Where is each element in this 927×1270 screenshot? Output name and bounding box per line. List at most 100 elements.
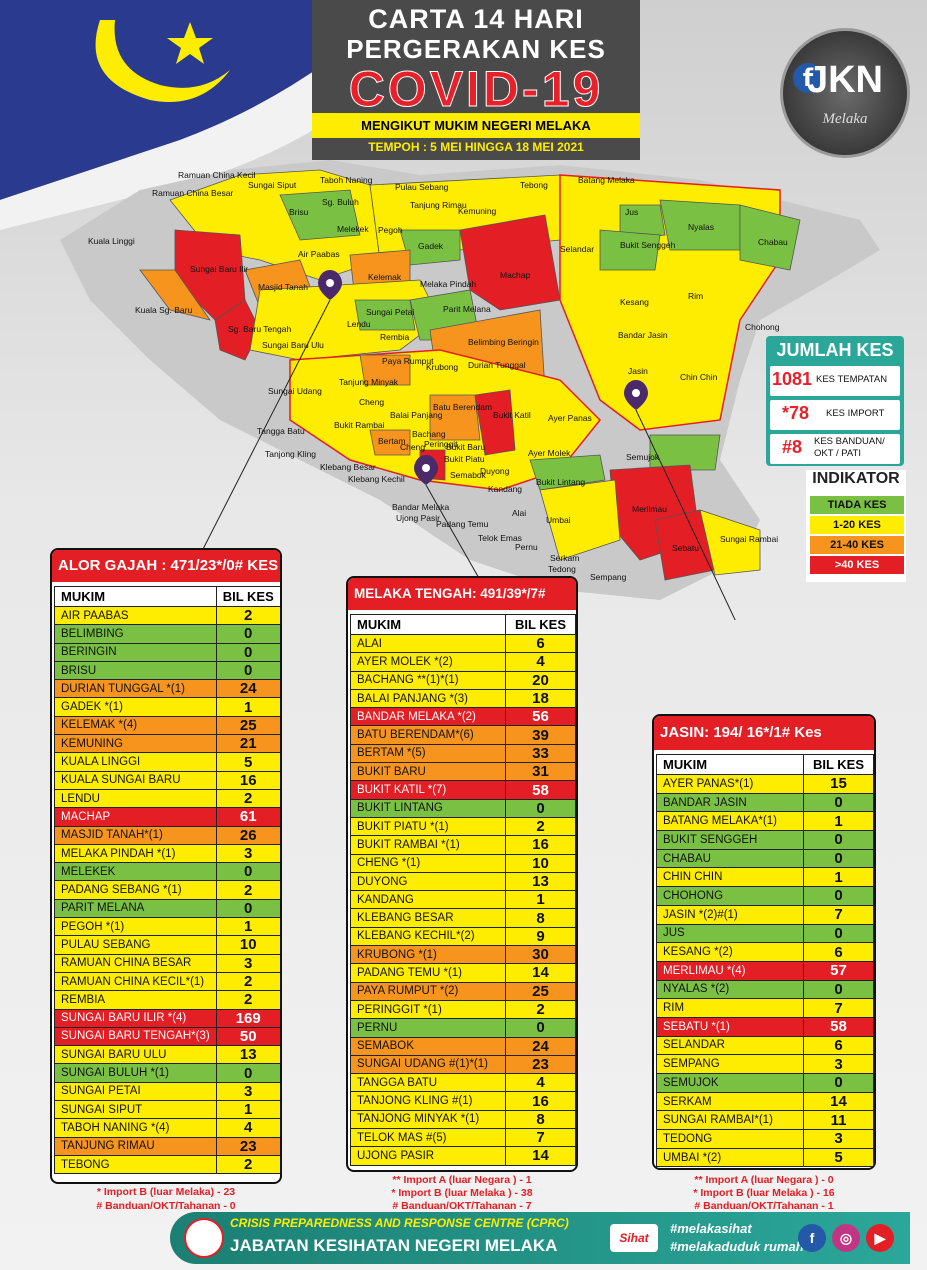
bil-kes-value: 2 [215, 1154, 280, 1175]
table-row: GADEK *(1) 1 [54, 697, 280, 717]
col-bil-kes: BIL KES [803, 754, 874, 775]
table-row: MACHAP 61 [54, 807, 280, 827]
mukim-name: SEMABOK [350, 1036, 506, 1056]
region-paya-rumput [359, 354, 411, 386]
cprc-logo-icon [184, 1218, 224, 1258]
mukim-name: BALAI PANJANG *(3) [350, 688, 506, 709]
bil-kes-value: 3 [215, 843, 280, 864]
mukim-name: SEMPANG [656, 1054, 804, 1074]
mukim-name: GADEK *(1) [54, 697, 217, 717]
mukim-name: JASIN *(2)#(1) [656, 904, 804, 925]
youtube-icon[interactable]: ▶ [866, 1224, 894, 1252]
bil-kes-value: 0 [803, 1073, 874, 1093]
map-label: Peringgit [424, 439, 458, 449]
bil-kes-value: 0 [215, 660, 280, 681]
table-row: AIR PAABAS 2 [54, 605, 280, 626]
bil-kes-value: 16 [505, 835, 576, 855]
bil-kes-value: 7 [505, 1128, 576, 1148]
table-row: MELEKEK 0 [54, 862, 280, 882]
region-ayer-molek [529, 454, 606, 491]
legend-21-40: 21-40 KES [810, 536, 904, 554]
map-label: Sempang [590, 572, 627, 582]
mukim-name: UMBAI *(2) [656, 1147, 804, 1168]
mukim-name: SUNGAI BULUH *(1) [54, 1063, 217, 1083]
bil-kes-value: 0 [505, 1018, 576, 1038]
table-row: REMBIA 2 [54, 990, 280, 1010]
bil-kes-value: 3 [803, 1129, 874, 1149]
title-line1: CARTA 14 HARI [368, 4, 584, 34]
jasin-foot3: # Banduan/OKT/Tahanan - 1 [694, 1200, 834, 1212]
mukim-name: MELEKEK [54, 862, 217, 882]
mukim-name: TEDONG [656, 1129, 804, 1149]
jumlah-label: KES BANDUAN/ OKT / PATI [814, 436, 885, 459]
bil-kes-value: 0 [215, 624, 280, 644]
map-label: Kemuning [458, 206, 497, 216]
alor-gajah-panel: ALOR GAJAH : 471/23*/0# KES MUKIM BIL KE… [50, 548, 282, 1184]
map-label: Bachang [412, 429, 446, 439]
jumlah-heading: JUMLAH KES [776, 340, 894, 360]
jasin-foot2: * Import B (luar Melaka ) - 16 [693, 1187, 835, 1199]
period: TEMPOH : 5 MEI HINGGA 18 MEI 2021 [368, 140, 584, 154]
bil-kes-value: 0 [803, 979, 874, 1000]
bil-kes-value: 0 [215, 898, 280, 919]
map-label: Air Paabas [298, 249, 340, 259]
mukim-name: BUKIT PIATU *(1) [350, 816, 506, 837]
bil-kes-value: 1 [803, 811, 874, 832]
melaka-tengah-foot1: ** Import A (luar Negara ) - 1 [392, 1174, 532, 1186]
mukim-name: AIR PAABAS [54, 605, 217, 626]
region-sungai-petai [354, 299, 416, 331]
melaka-tengah-foot3: # Banduan/OKT/Tahanan - 7 [392, 1200, 532, 1212]
bil-kes-value: 58 [505, 780, 576, 800]
facebook-icon[interactable]: f [798, 1224, 826, 1252]
table-row: CHENG *(1) 10 [350, 853, 576, 873]
bil-kes-value: 20 [505, 670, 576, 690]
mukim-name: SUNGAI BARU ILIR *(4) [54, 1008, 217, 1028]
table-row: SUNGAI BARU ILIR *(4) 169 [54, 1008, 280, 1028]
col-mukim: MUKIM [656, 754, 804, 775]
mukim-name: SEMUJOK [656, 1073, 804, 1093]
mukim-name: KELEMAK *(4) [54, 715, 217, 736]
map-label: Sungai Baru Ulu [262, 340, 324, 350]
mukim-name: PERNU [350, 1018, 506, 1038]
table-row: AYER MOLEK *(2) 4 [350, 652, 576, 672]
melaka-tengah-heading: MELAKA TENGAH: 491/39*/7# KES [348, 578, 576, 633]
instagram-icon[interactable]: ◎ [832, 1224, 860, 1252]
title-line2: PERGERAKAN KES [346, 34, 606, 64]
table-row: BUKIT SENGGEH 0 [656, 830, 874, 850]
table-row: PAYA RUMPUT *(2) 25 [350, 981, 576, 1001]
table-row: NYALAS *(2) 0 [656, 979, 874, 1000]
map-label: Telok Emas [478, 533, 522, 543]
table-row: KUALA SUNGAI BARU 16 [54, 770, 280, 790]
bil-kes-value: 11 [803, 1110, 874, 1131]
region-jus [619, 204, 666, 241]
title-line3: COVID-19 [348, 61, 604, 118]
alor-gajah-table: MUKIM BIL KES AIR PAABAS 2 BELIMBING 0 BERIN… [54, 586, 280, 1175]
jumlah-kes-box: JUMLAH KES 1081 KES TEMPATAN *78 KES IMP… [766, 336, 904, 466]
bil-kes-value: 14 [505, 1146, 576, 1166]
map-label: Klebang Besar [320, 462, 376, 472]
mukim-name: BATU BERENDAM*(6) [350, 725, 506, 745]
map-label: Bukit Baru [446, 442, 485, 452]
map-label: Krubong [426, 362, 458, 372]
table-row: KESANG *(2) 6 [656, 942, 874, 962]
bil-kes-value: 13 [505, 871, 576, 892]
mukim-name: SUNGAI SIPUT [54, 1100, 217, 1120]
table-row: PULAU SEBANG 10 [54, 935, 280, 955]
mukim-name: SELANDAR [656, 1035, 804, 1056]
mukim-name: SUNGAI RAMBAI*(1) [656, 1110, 804, 1131]
bil-kes-value: 39 [505, 725, 576, 745]
map-label: Nyalas [688, 222, 714, 232]
bil-kes-value: 25 [505, 981, 576, 1001]
bil-kes-value: 23 [215, 1136, 280, 1156]
mukim-name: TANGGA BATU [350, 1073, 506, 1093]
map-label: Selandar [560, 244, 594, 254]
col-bil-kes: BIL KES [505, 614, 576, 635]
bil-kes-value: 14 [505, 963, 576, 983]
bil-kes-value: 4 [505, 652, 576, 672]
footer-banner: CRISIS PREPAREDNESS AND RESPONSE CENTRE … [170, 1212, 910, 1264]
map-label: Cheng [359, 397, 384, 407]
map-label: Cheng [400, 442, 425, 452]
map-label: Bertam [378, 436, 405, 446]
jumlah-num: #8 [782, 437, 803, 457]
